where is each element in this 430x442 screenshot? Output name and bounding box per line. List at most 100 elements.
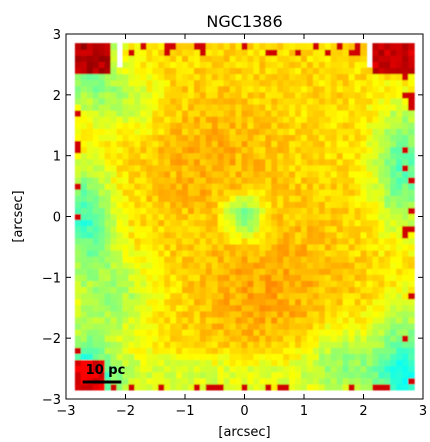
heatmap-cell bbox=[408, 213, 415, 221]
heatmap-cell bbox=[372, 268, 379, 275]
heatmap-cell bbox=[86, 268, 94, 275]
heatmap-cell bbox=[402, 189, 409, 196]
heatmap-cell bbox=[140, 243, 147, 251]
heatmap-cell bbox=[86, 249, 94, 257]
heatmap-cell bbox=[182, 298, 189, 306]
heatmap-cell bbox=[205, 365, 213, 373]
heatmap-cell bbox=[342, 97, 350, 105]
heatmap-cell bbox=[80, 91, 88, 99]
heatmap-cell bbox=[182, 134, 189, 142]
heatmap-cell bbox=[122, 67, 130, 75]
heatmap-cell bbox=[324, 359, 332, 367]
heatmap-cell bbox=[182, 43, 189, 50]
heatmap-cell bbox=[211, 61, 219, 69]
heatmap-cell bbox=[247, 201, 255, 208]
heatmap-cell bbox=[253, 85, 260, 93]
heatmap-cell bbox=[104, 195, 112, 202]
heatmap-cell bbox=[187, 195, 195, 202]
heatmap-cell bbox=[372, 292, 379, 300]
heatmap-cell bbox=[378, 91, 385, 99]
heatmap-cell bbox=[366, 310, 374, 318]
heatmap-cell bbox=[74, 225, 82, 233]
heatmap-cell bbox=[199, 383, 207, 391]
heatmap-cell bbox=[318, 353, 326, 361]
heatmap-cell bbox=[384, 43, 391, 50]
heatmap-cell bbox=[146, 219, 153, 227]
heatmap-cell bbox=[128, 310, 136, 318]
heatmap-cell bbox=[104, 122, 112, 129]
heatmap-cell bbox=[396, 268, 403, 275]
heatmap-cell bbox=[372, 201, 379, 208]
heatmap-cell bbox=[348, 310, 356, 318]
heatmap-cell bbox=[74, 207, 82, 215]
heatmap-cell bbox=[146, 110, 153, 117]
heatmap-cell bbox=[396, 146, 403, 154]
heatmap-cell bbox=[74, 176, 82, 184]
heatmap-cell bbox=[402, 225, 409, 233]
heatmap-cell bbox=[366, 170, 374, 178]
heatmap-cell bbox=[217, 91, 225, 99]
heatmap-cell bbox=[164, 183, 171, 190]
heatmap-cell bbox=[241, 195, 249, 202]
heatmap-cell bbox=[140, 219, 147, 227]
heatmap-cell bbox=[324, 268, 332, 275]
heatmap-cell bbox=[86, 170, 94, 178]
heatmap-cell bbox=[199, 213, 207, 221]
heatmap-cell bbox=[176, 262, 183, 269]
heatmap-cell bbox=[235, 207, 243, 215]
heatmap-cell bbox=[408, 249, 415, 257]
heatmap-cell bbox=[146, 170, 153, 178]
heatmap-cell bbox=[182, 274, 189, 281]
heatmap-cell bbox=[354, 225, 362, 233]
heatmap-cell bbox=[271, 304, 278, 312]
heatmap-cell bbox=[372, 195, 379, 202]
heatmap-cell bbox=[354, 164, 362, 172]
heatmap-cell bbox=[140, 225, 147, 233]
heatmap-cell bbox=[253, 292, 260, 300]
heatmap-cell bbox=[402, 341, 409, 348]
heatmap-cell bbox=[312, 335, 320, 342]
heatmap-cell bbox=[265, 73, 272, 81]
heatmap-cell bbox=[241, 213, 249, 221]
heatmap-cell bbox=[295, 140, 302, 148]
heatmap-cell bbox=[277, 231, 284, 239]
heatmap-cell bbox=[295, 335, 302, 342]
heatmap-cell bbox=[176, 231, 183, 239]
heatmap-cell bbox=[283, 195, 290, 202]
heatmap-cell bbox=[86, 365, 94, 373]
heatmap-cell bbox=[134, 170, 141, 178]
heatmap-cell bbox=[402, 176, 409, 184]
heatmap-cell bbox=[199, 49, 207, 56]
heatmap-cell bbox=[152, 164, 159, 172]
heatmap-cell bbox=[271, 116, 278, 123]
heatmap-cell bbox=[408, 110, 415, 117]
heatmap-cell bbox=[182, 256, 189, 263]
heatmap-cell bbox=[402, 213, 409, 221]
heatmap-cell bbox=[247, 371, 255, 379]
heatmap-cell bbox=[134, 213, 141, 221]
heatmap-cell bbox=[241, 280, 249, 288]
heatmap-cell bbox=[295, 310, 302, 318]
heatmap-cell bbox=[199, 274, 207, 281]
heatmap-cell bbox=[134, 116, 141, 123]
heatmap-cell bbox=[247, 292, 255, 300]
heatmap-cell bbox=[408, 231, 415, 239]
heatmap-cell bbox=[92, 152, 100, 160]
heatmap-cell bbox=[217, 359, 225, 367]
heatmap-cell bbox=[247, 85, 255, 93]
heatmap-cell bbox=[110, 262, 118, 269]
heatmap-cell bbox=[134, 286, 141, 294]
heatmap-cell bbox=[170, 134, 177, 142]
heatmap-cell bbox=[271, 91, 278, 99]
heatmap-cell bbox=[390, 67, 397, 75]
heatmap-cell bbox=[348, 225, 356, 233]
heatmap-cell bbox=[360, 122, 368, 129]
heatmap-cell bbox=[253, 316, 260, 324]
heatmap-cell bbox=[110, 286, 118, 294]
heatmap-cell bbox=[80, 249, 88, 257]
heatmap-cell bbox=[152, 201, 159, 208]
heatmap-cell bbox=[205, 262, 213, 269]
heatmap-cell bbox=[283, 377, 290, 385]
heatmap-cell bbox=[402, 79, 409, 87]
heatmap-cell bbox=[247, 183, 255, 190]
